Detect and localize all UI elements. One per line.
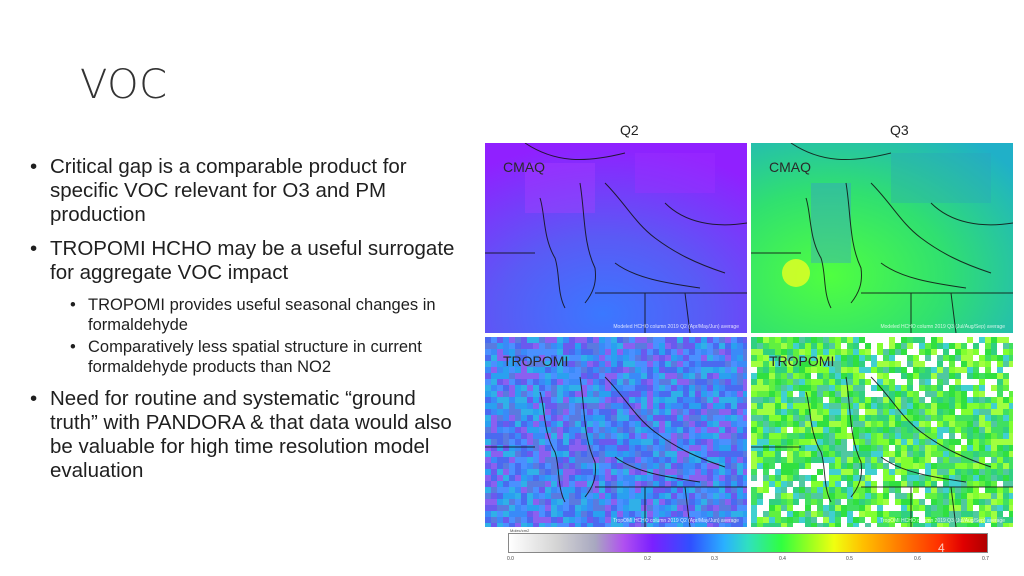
colorbar: [508, 533, 988, 553]
bullet-critical-gap: Critical gap is a comparable product for…: [28, 155, 468, 227]
colorbar-tick: 0.0: [507, 556, 514, 562]
panel-footer-tropomi-q3: TropOMI HCHO column 2019 Q3 (Jul/Aug/Sep…: [880, 518, 1005, 524]
sub-bullet-seasonal: TROPOMI provides useful seasonal changes…: [28, 295, 468, 335]
panel-label-tropomi-q3: TROPOMI: [769, 353, 835, 369]
colorbar-tick: 0.2: [644, 556, 651, 562]
colorbar-tick: 0.3: [711, 556, 718, 562]
colorbar-tick: 0.5: [846, 556, 853, 562]
map-image-tropomi-q3: [751, 337, 1013, 527]
map-image-tropomi-q2: [485, 337, 747, 527]
map-panel-cmaq-q2: CMAQ Modeled HCHO column 2019 Q2 (Apr/Ma…: [485, 143, 747, 333]
map-image-cmaq-q3: [751, 143, 1013, 333]
bullet-list: Critical gap is a comparable product for…: [28, 155, 468, 493]
colorbar-tick: 0.4: [779, 556, 786, 562]
colorbar-tick: 0.7: [982, 556, 989, 562]
column-label-q3: Q3: [890, 122, 909, 138]
panel-footer-cmaq-q2: Modeled HCHO column 2019 Q2 (Apr/May/Jun…: [613, 324, 739, 330]
slide-title: VOC: [80, 62, 168, 108]
colorbar-tick: 0.6: [914, 556, 921, 562]
map-panel-tropomi-q2: TROPOMI TropOMI HCHO column 2019 Q2 (Apr…: [485, 337, 747, 527]
page-number: 4: [938, 541, 945, 555]
map-panel-tropomi-q3: TROPOMI TropOMI HCHO column 2019 Q3 (Jul…: [751, 337, 1013, 527]
panel-footer-tropomi-q2: TropOMI HCHO column 2019 Q2 (Apr/May/Jun…: [613, 518, 739, 524]
colorbar-title: Molec/cm2: [510, 528, 530, 533]
panel-label-cmaq-q3: CMAQ: [769, 159, 811, 175]
map-panel-cmaq-q3: CMAQ Modeled HCHO column 2019 Q3 (Jul/Au…: [751, 143, 1013, 333]
bullet-tropomi-hcho: TROPOMI HCHO may be a useful surrogate f…: [28, 237, 468, 285]
panel-label-tropomi-q2: TROPOMI: [503, 353, 569, 369]
bullet-ground-truth: Need for routine and systematic “ground …: [28, 387, 468, 483]
panel-label-cmaq-q2: CMAQ: [503, 159, 545, 175]
panel-footer-cmaq-q3: Modeled HCHO column 2019 Q3 (Jul/Aug/Sep…: [880, 324, 1005, 330]
column-label-q2: Q2: [620, 122, 639, 138]
map-image-cmaq-q2: [485, 143, 747, 333]
sub-bullet-spatial: Comparatively less spatial structure in …: [28, 337, 468, 377]
